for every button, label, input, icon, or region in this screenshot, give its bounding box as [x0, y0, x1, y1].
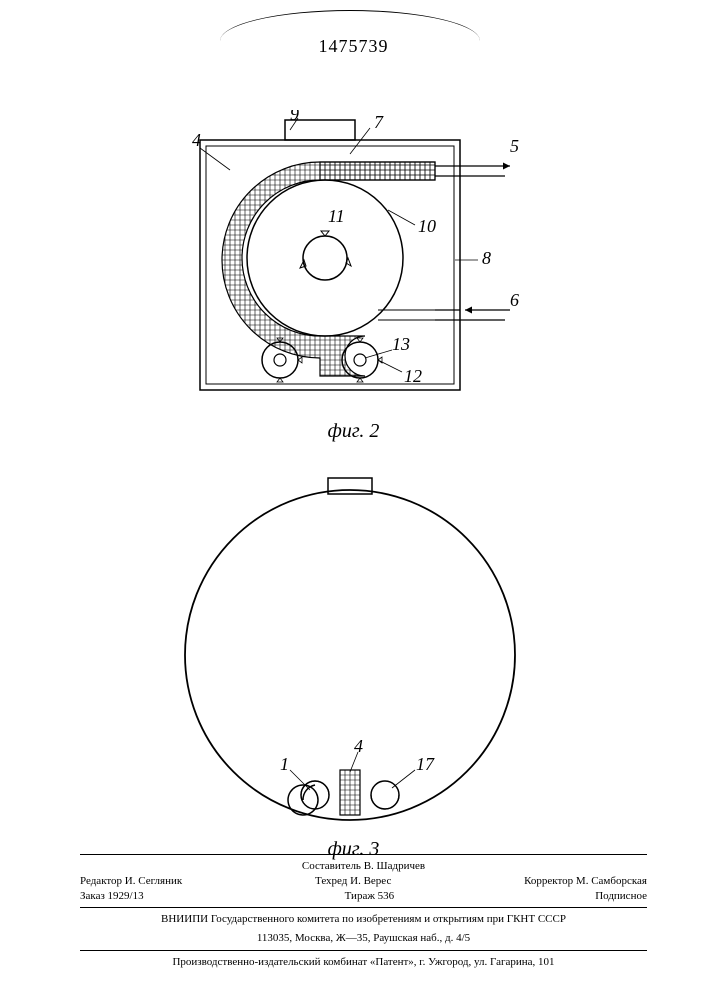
figure-3: 1 4 17 [160, 470, 540, 840]
footer-line1: ВНИИПИ Государственного комитета по изоб… [80, 912, 647, 927]
footer-line2: 113035, Москва, Ж—35, Раушская наб., д. … [80, 931, 647, 946]
fig3-label-4: 4 [354, 736, 363, 756]
figure-2: 4 5 6 7 8 9 10 11 12 13 [170, 110, 530, 410]
footer-rule-1 [80, 854, 647, 855]
page: 1475739 [0, 0, 707, 1000]
fig2-label-5: 5 [510, 136, 519, 156]
fig2-label-4: 4 [192, 130, 201, 150]
figure-2-caption: фиг. 2 [0, 420, 707, 443]
footer-order: Заказ 1929/13 [80, 889, 144, 904]
figure-3-svg: 1 4 17 [160, 470, 540, 840]
figure-2-svg: 4 5 6 7 8 9 10 11 12 13 [170, 110, 550, 410]
footer-rule-2 [80, 907, 647, 908]
fig2-label-9: 9 [290, 110, 299, 124]
fig2-label-6: 6 [510, 290, 519, 310]
fig2-label-13: 13 [392, 334, 410, 354]
footer-corrector: Корректор М. Самборская [524, 874, 647, 889]
fig2-label-7: 7 [374, 112, 384, 132]
footer-block: Составитель В. Шадричев Редактор И. Сегл… [80, 850, 647, 970]
document-number: 1475739 [0, 36, 707, 57]
fig3-label-17: 17 [416, 754, 435, 774]
fig3-label-1: 1 [280, 754, 289, 774]
footer-editor: Редактор И. Сегляник [80, 874, 182, 889]
fig2-label-8: 8 [482, 248, 491, 268]
footer-composer: Составитель В. Шадричев [80, 859, 647, 874]
footer-techred: Техред И. Верес [315, 874, 391, 889]
fig2-label-11: 11 [328, 206, 345, 226]
fig2-label-12: 12 [404, 366, 422, 386]
footer-line3: Производственно-издательский комбинат «П… [80, 955, 647, 970]
footer-podpisnoe: Подписное [595, 889, 647, 904]
footer-tirazh: Тираж 536 [345, 889, 395, 904]
footer-rule-3 [80, 950, 647, 951]
fig2-label-10: 10 [418, 216, 436, 236]
